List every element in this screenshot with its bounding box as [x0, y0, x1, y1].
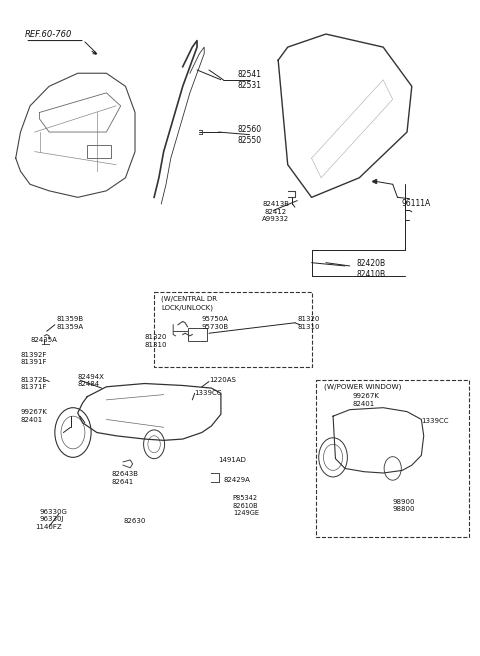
Text: (W/POWER WINDOW): (W/POWER WINDOW) — [324, 383, 401, 390]
Text: 81372F
81371F: 81372F 81371F — [21, 377, 47, 390]
Text: LOCK/UNLOCK): LOCK/UNLOCK) — [161, 304, 213, 311]
Text: 95750A
95730B: 95750A 95730B — [202, 316, 229, 329]
Text: 96111A: 96111A — [402, 199, 431, 209]
Text: 82630: 82630 — [123, 518, 145, 523]
Text: 1339CC: 1339CC — [195, 390, 222, 396]
Text: 1140FZ: 1140FZ — [35, 523, 61, 529]
Text: 81359B
81359A: 81359B 81359A — [56, 316, 84, 329]
Text: 82643B
82641: 82643B 82641 — [111, 472, 138, 485]
Text: 81320
81310: 81320 81310 — [144, 335, 167, 348]
Text: (W/CENTRAL DR: (W/CENTRAL DR — [161, 296, 217, 302]
Text: 82420B
82410B: 82420B 82410B — [357, 259, 386, 279]
Text: 81320
81310: 81320 81310 — [297, 316, 320, 329]
Text: 1491AD: 1491AD — [218, 457, 246, 463]
Text: 82560
82550: 82560 82550 — [238, 125, 262, 146]
Text: 99267K
82401: 99267K 82401 — [21, 409, 48, 423]
Text: REF.60-760: REF.60-760 — [25, 30, 72, 39]
Text: 82413B
82412
A99332: 82413B 82412 A99332 — [262, 201, 289, 222]
Text: 82435A: 82435A — [30, 337, 57, 342]
Text: 98900
98800: 98900 98800 — [393, 499, 415, 512]
Text: 1339CC: 1339CC — [421, 418, 449, 424]
Text: P85342
82610B
1249GE: P85342 82610B 1249GE — [233, 495, 259, 516]
Text: 1220AS: 1220AS — [209, 377, 236, 383]
Text: 99267K
82401: 99267K 82401 — [352, 393, 379, 407]
Text: 82429A: 82429A — [223, 476, 250, 483]
Text: 82494X
82484: 82494X 82484 — [78, 373, 105, 387]
Text: 81392F
81391F: 81392F 81391F — [21, 352, 47, 365]
Text: 82541
82531: 82541 82531 — [238, 70, 262, 90]
Text: 96330G
96330J: 96330G 96330J — [39, 508, 68, 522]
